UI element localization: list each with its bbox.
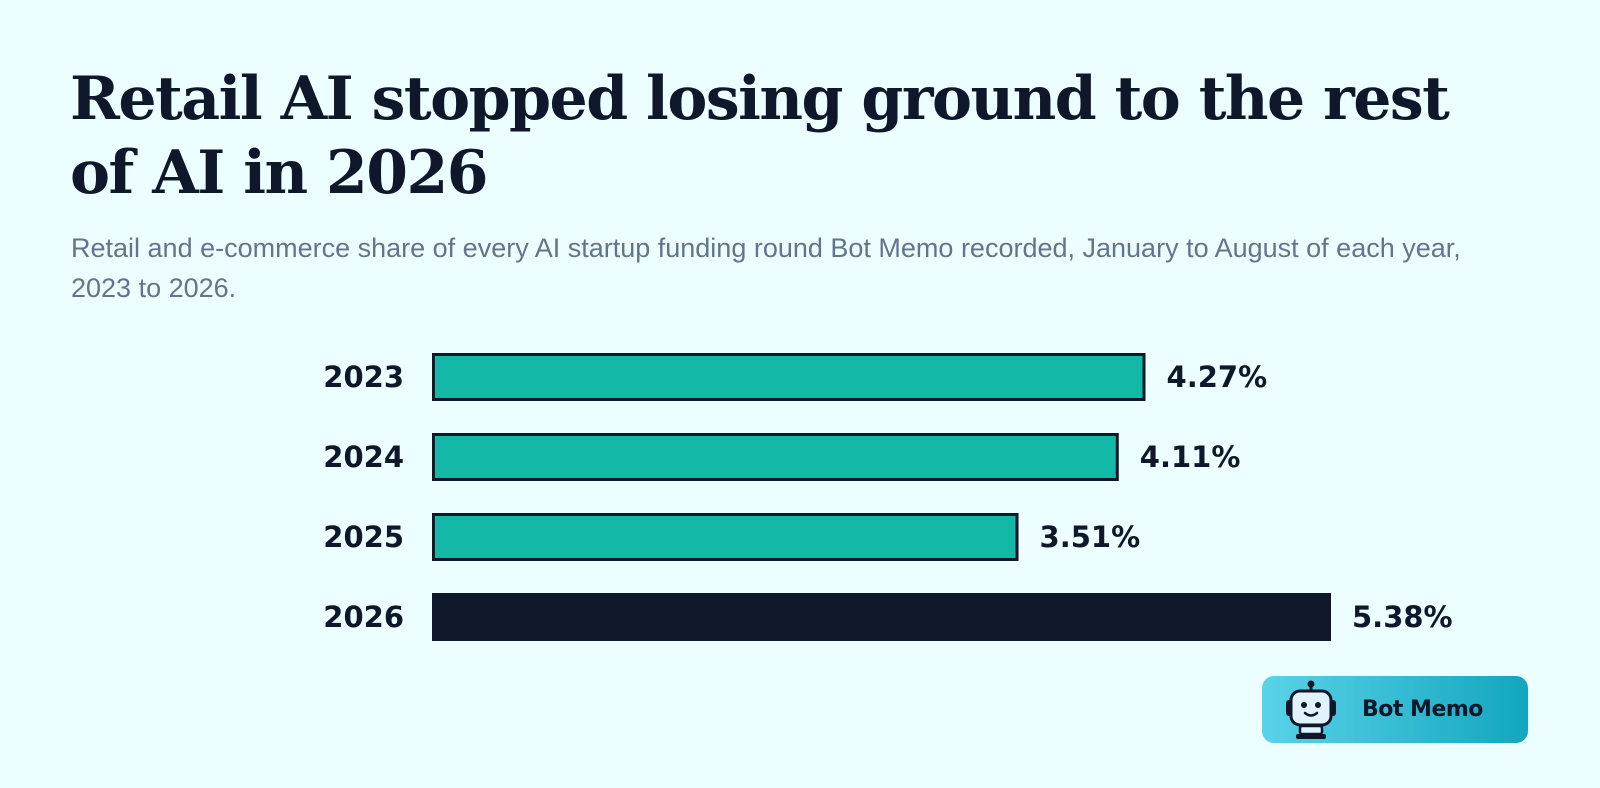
robot-icon xyxy=(1286,680,1336,739)
category-label: 2024 xyxy=(323,440,404,474)
bar xyxy=(432,433,1119,481)
category-label: 2025 xyxy=(323,520,404,554)
brand-badge: Bot Memo xyxy=(1262,676,1528,743)
category-label: 2026 xyxy=(323,600,404,634)
value-label: 3.51% xyxy=(1040,520,1141,554)
value-label: 4.27% xyxy=(1167,360,1268,394)
brand-name: Bot Memo xyxy=(1362,697,1483,722)
bar-highlight xyxy=(432,593,1331,641)
chart-subtitle: Retail and e-commerce share of every AI … xyxy=(71,233,1461,303)
bar xyxy=(432,513,1019,561)
bar xyxy=(432,353,1146,401)
bar-chart: 2023 4.27% 2024 4.11% 2025 3.51% 2026 5.38% xyxy=(323,353,1453,641)
value-label: 4.11% xyxy=(1140,440,1241,474)
value-label: 5.38% xyxy=(1352,600,1453,634)
chart-title: Retail AI stopped losing ground to the r… xyxy=(70,64,1450,208)
category-label: 2023 xyxy=(323,360,404,394)
